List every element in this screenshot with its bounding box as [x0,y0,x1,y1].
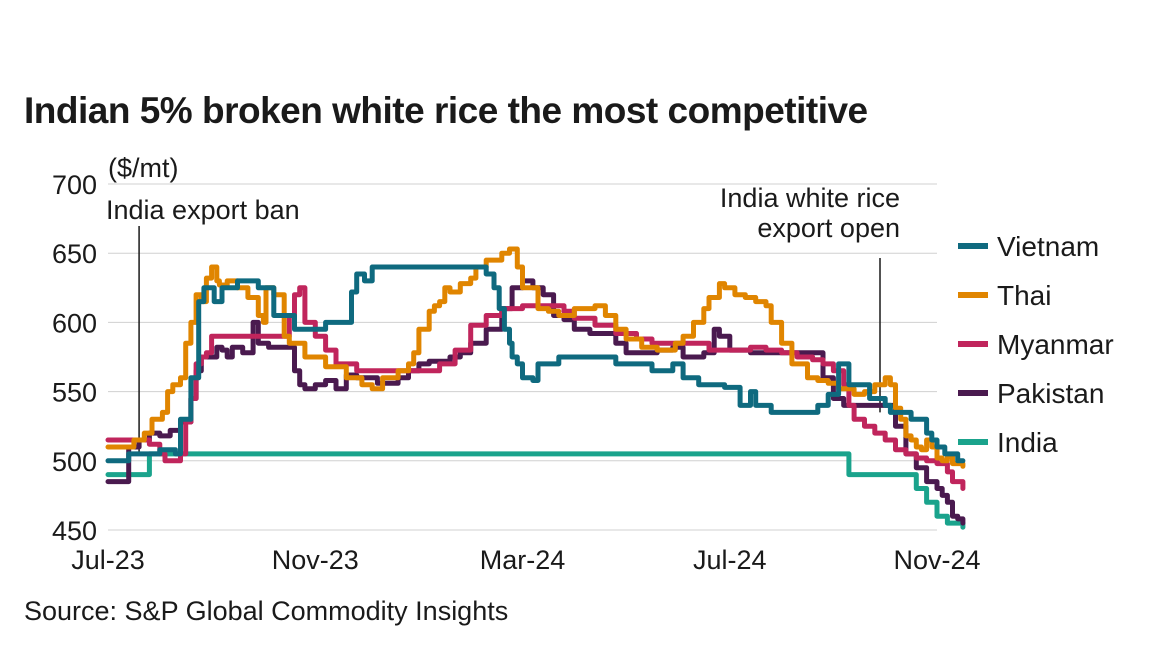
x-axis-ticks: Jul-23 Nov-23 Mar-24 Jul-24 Nov-24 [71,545,980,575]
y-tick-label-450: 450 [52,516,97,546]
x-tick-label-nov-23: Nov-23 [272,545,359,575]
y-tick-label-600: 600 [52,308,97,338]
source-note: Source: S&P Global Commodity Insights [24,596,509,626]
x-tick-label-mar-24: Mar-24 [480,545,566,575]
chart-title: Indian 5% broken white rice the most com… [24,90,868,131]
legend-label-india: India [997,427,1058,458]
series-line-india [105,451,966,530]
legend-label-myanmar: Myanmar [997,329,1114,360]
legend-label-pakistan: Pakistan [997,378,1104,409]
gridlines [108,183,937,531]
export-ban-label: India export ban [106,195,300,225]
x-tick-label-jul-23: Jul-23 [71,545,145,575]
series-line-thai [105,246,966,469]
series-line-myanmar [105,285,966,491]
y-tick-label-650: 650 [52,239,97,269]
legend: Vietnam Thai Myanmar Pakistan India [958,231,1114,458]
export-open-label-line-2: export open [757,213,900,243]
series-line-pakistan [105,278,966,526]
series-lines [105,246,966,530]
x-tick-label-nov-24: Nov-24 [893,545,980,575]
legend-label-thai: Thai [997,280,1051,311]
x-tick-label-jul-24: Jul-24 [693,545,767,575]
export-open-label-line-1: India white rice [720,183,900,213]
y-tick-label-700: 700 [52,170,97,200]
y-axis-ticks: 450 500 550 600 650 700 [52,170,97,546]
legend-label-vietnam: Vietnam [997,231,1099,262]
y-tick-label-550: 550 [52,378,97,408]
series-line-vietnam [105,264,966,464]
y-tick-label-500: 500 [52,447,97,477]
y-axis-unit-label: ($/mt) [108,153,179,183]
